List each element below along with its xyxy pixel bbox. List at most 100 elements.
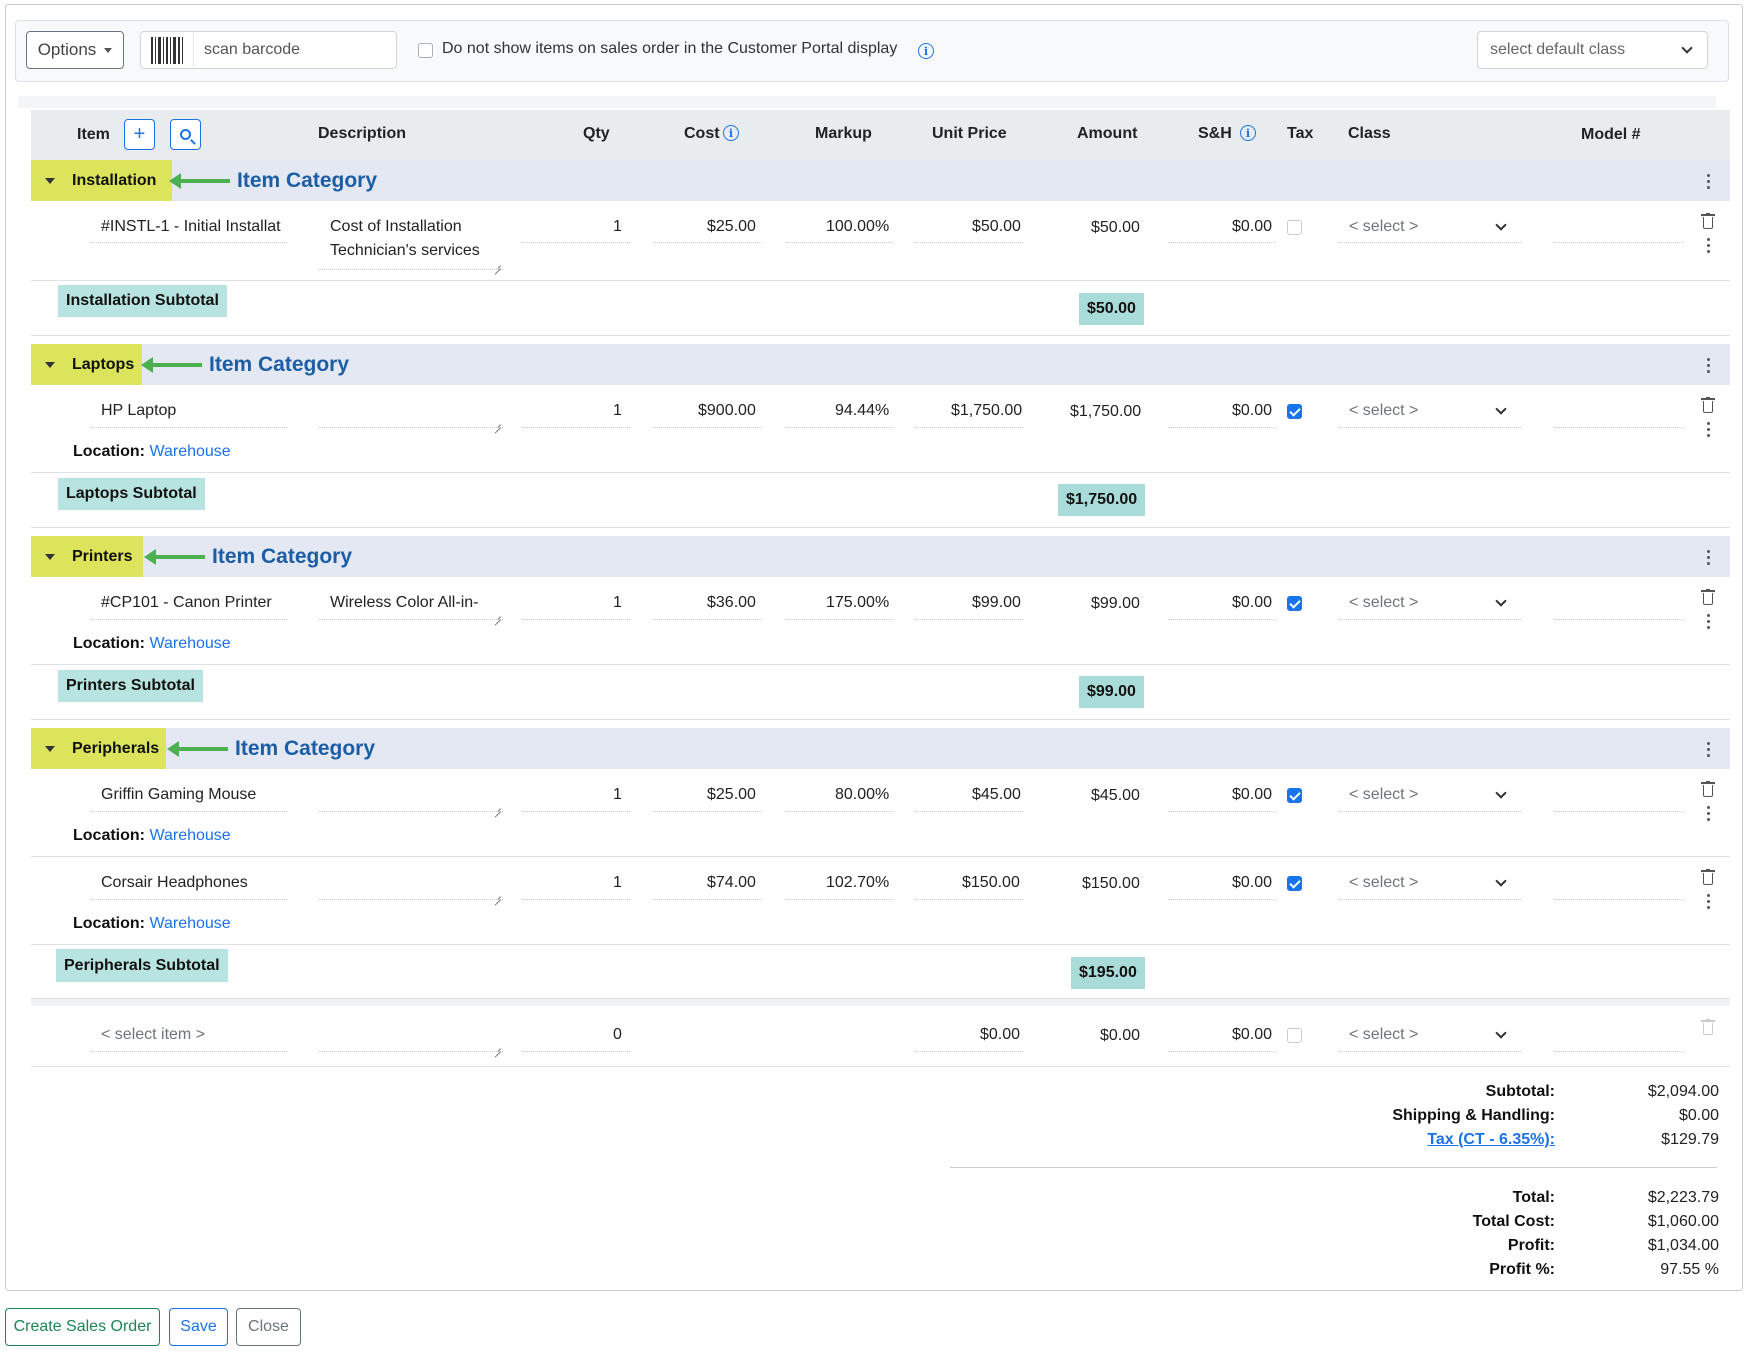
tax-checkbox[interactable] — [1287, 404, 1302, 419]
more-options-icon[interactable] — [1707, 422, 1711, 437]
location-link[interactable]: Warehouse — [149, 443, 231, 460]
tax-link[interactable]: Tax (CT - 6.35%): — [1427, 1131, 1555, 1148]
more-options-icon[interactable] — [1707, 238, 1711, 253]
total-label: Total: — [1512, 1189, 1555, 1206]
location-link[interactable]: Warehouse — [149, 827, 231, 844]
class-select[interactable]: < select > — [1349, 594, 1419, 611]
description-line[interactable]: Cost of Installation — [330, 218, 462, 235]
description-line[interactable]: Technician's services — [330, 242, 480, 259]
tax-checkbox[interactable] — [1287, 220, 1302, 235]
qty-field[interactable]: 1 — [613, 786, 622, 803]
location-link[interactable]: Warehouse — [149, 635, 231, 652]
select-item-input[interactable]: < select item > — [101, 1026, 206, 1043]
portal-hide-checkbox[interactable] — [418, 43, 433, 58]
annotation-text: Item Category — [235, 737, 376, 760]
create-sales-order-button[interactable]: Create Sales Order — [5, 1308, 160, 1346]
more-options-icon[interactable] — [1707, 894, 1711, 909]
col-item: Item — [77, 126, 110, 143]
tax-checkbox[interactable] — [1287, 1028, 1302, 1043]
trash-icon[interactable] — [1701, 869, 1715, 885]
unit-price-field[interactable]: $99.00 — [972, 594, 1021, 611]
class-select[interactable]: < select > — [1349, 1026, 1419, 1043]
sh-field[interactable]: $0.00 — [1232, 402, 1273, 419]
annotation-text: Item Category — [212, 545, 353, 568]
more-options-icon[interactable] — [1707, 742, 1711, 757]
info-icon[interactable]: i — [918, 43, 934, 59]
markup-field[interactable]: 100.00% — [826, 218, 890, 235]
tax-checkbox[interactable] — [1287, 876, 1302, 891]
more-options-icon[interactable] — [1707, 550, 1711, 565]
item-field[interactable]: #INSTL-1 - Initial Installat — [101, 218, 281, 235]
item-field[interactable]: Griffin Gaming Mouse — [101, 786, 257, 803]
more-options-icon[interactable] — [1707, 614, 1711, 629]
qty-field[interactable]: 1 — [613, 594, 622, 611]
model-field[interactable] — [1554, 899, 1684, 900]
unit-price-field[interactable]: $1,750.00 — [951, 402, 1023, 419]
cost-field[interactable]: $25.00 — [707, 786, 756, 803]
location-link[interactable]: Warehouse — [149, 915, 231, 932]
item-field[interactable]: #CP101 - Canon Printer — [101, 594, 272, 611]
category-toggle[interactable]: Laptops — [31, 344, 142, 385]
more-options-icon[interactable] — [1707, 358, 1711, 373]
category-toggle[interactable]: Installation — [31, 160, 172, 201]
sh-field[interactable]: $0.00 — [1232, 594, 1273, 611]
info-icon[interactable]: i — [1240, 125, 1256, 141]
barcode-input[interactable]: scan barcode — [140, 31, 397, 69]
save-button[interactable]: Save — [169, 1308, 228, 1346]
qty-field[interactable]: 1 — [613, 402, 622, 419]
more-options-icon[interactable] — [1707, 174, 1711, 189]
search-item-button[interactable] — [170, 119, 201, 150]
category-toggle[interactable]: Printers — [31, 536, 143, 577]
cost-field[interactable]: $25.00 — [707, 218, 756, 235]
sh-field[interactable]: $0.00 — [1232, 874, 1273, 891]
sh-field[interactable]: $0.00 — [1232, 786, 1273, 803]
description-line[interactable]: Wireless Color All-in- — [330, 594, 479, 611]
trash-icon[interactable] — [1701, 589, 1715, 605]
markup-field[interactable]: 102.70% — [826, 874, 890, 891]
item-field[interactable]: Corsair Headphones — [101, 874, 248, 891]
qty-field[interactable]: 1 — [613, 218, 622, 235]
sh-field[interactable]: $0.00 — [1232, 1026, 1273, 1043]
options-button[interactable]: Options — [26, 31, 124, 69]
cost-field[interactable]: $900.00 — [698, 402, 756, 419]
unit-price-field[interactable]: $50.00 — [972, 218, 1021, 235]
qty-field[interactable]: 1 — [613, 874, 622, 891]
category-toggle[interactable]: Peripherals — [31, 728, 166, 769]
info-icon[interactable]: i — [723, 125, 739, 141]
description-field[interactable] — [319, 811, 503, 812]
model-field[interactable] — [1554, 619, 1684, 620]
class-select[interactable]: < select > — [1349, 874, 1419, 891]
class-select[interactable]: < select > — [1349, 402, 1419, 419]
markup-field[interactable]: 80.00% — [835, 786, 890, 803]
model-field[interactable] — [1554, 242, 1684, 243]
trash-icon[interactable] — [1701, 213, 1715, 229]
add-item-button[interactable]: + — [124, 119, 155, 150]
class-select[interactable]: < select > — [1349, 218, 1419, 235]
close-button[interactable]: Close — [236, 1308, 301, 1346]
tax-checkbox[interactable] — [1287, 596, 1302, 611]
subtotal-label: Laptops Subtotal — [58, 478, 205, 510]
default-class-select[interactable]: select default class — [1477, 31, 1708, 69]
model-field[interactable] — [1554, 1051, 1684, 1052]
unit-price-field[interactable]: $45.00 — [972, 786, 1021, 803]
model-field[interactable] — [1554, 427, 1684, 428]
qty-field[interactable]: 0 — [613, 1026, 622, 1043]
description-field[interactable] — [319, 427, 503, 428]
more-options-icon[interactable] — [1707, 806, 1711, 821]
markup-field[interactable]: 94.44% — [835, 402, 890, 419]
markup-field[interactable]: 175.00% — [826, 594, 890, 611]
class-select[interactable]: < select > — [1349, 786, 1419, 803]
cost-field[interactable]: $74.00 — [707, 874, 756, 891]
description-field[interactable] — [319, 1051, 503, 1052]
model-field[interactable] — [1554, 811, 1684, 812]
trash-icon[interactable] — [1701, 397, 1715, 413]
location-line: Location: Warehouse — [73, 827, 231, 845]
cost-field[interactable]: $36.00 — [707, 594, 756, 611]
sh-field[interactable]: $0.00 — [1232, 218, 1273, 235]
tax-checkbox[interactable] — [1287, 788, 1302, 803]
description-field[interactable] — [319, 899, 503, 900]
unit-price-field[interactable]: $150.00 — [962, 874, 1020, 891]
unit-price-field[interactable]: $0.00 — [980, 1026, 1021, 1043]
trash-icon[interactable] — [1701, 781, 1715, 797]
item-field[interactable]: HP Laptop — [101, 402, 177, 419]
